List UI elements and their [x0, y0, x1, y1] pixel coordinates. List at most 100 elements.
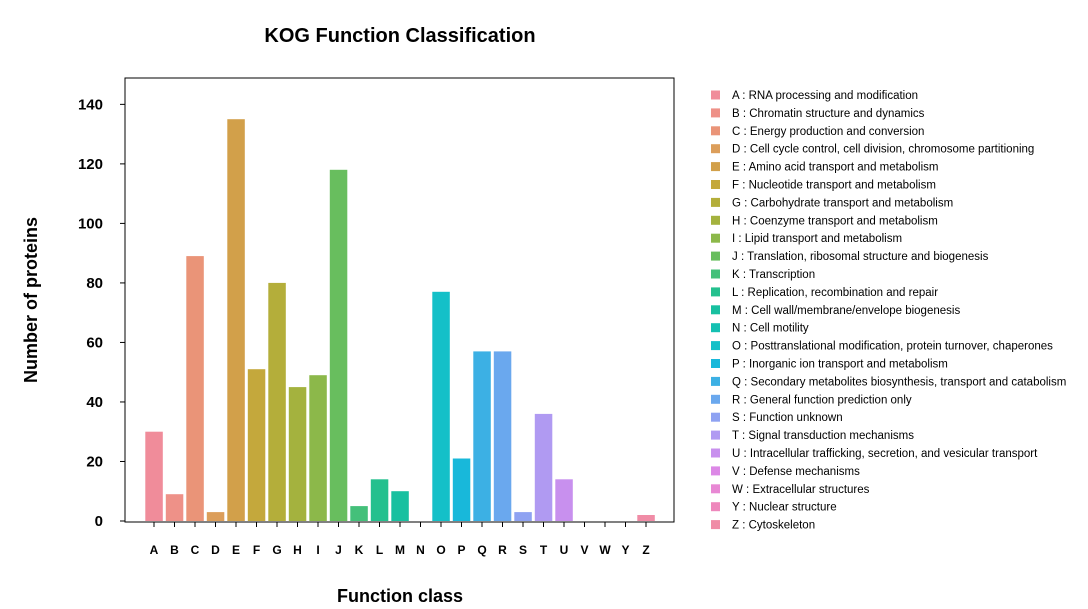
x-tick-label-v: V — [580, 543, 588, 557]
x-tick-label-i: I — [316, 543, 319, 557]
x-tick-label-t: T — [540, 543, 548, 557]
x-tick-label-s: S — [519, 543, 527, 557]
plot-frame — [124, 77, 675, 523]
x-axis-title: Function class — [337, 586, 463, 606]
legend-label: M : Cell wall/membrane/envelope biogenes… — [732, 305, 960, 317]
bar-j — [329, 169, 348, 522]
y-tick-label: 140 — [78, 96, 103, 113]
legend-label: K : Transcription — [732, 269, 815, 281]
legend-label: N : Cell motility — [732, 323, 809, 335]
legend: A : RNA processing and modification B : C… — [711, 90, 1066, 532]
legend-label: J : Translation, ribosomal structure and… — [732, 251, 989, 263]
legend-swatch — [711, 412, 720, 422]
legend-label: G : Carbohydrate transport and metabolis… — [732, 197, 953, 209]
x-tick-label-w: W — [599, 543, 611, 557]
bar-s — [514, 512, 532, 521]
legend-label: Q : Secondary metabolites biosynthesis, … — [732, 376, 1066, 388]
legend-swatch — [711, 466, 720, 476]
chart-title: KOG Function Classification — [264, 25, 535, 47]
legend-label: F : Nucleotide transport and metabolism — [732, 180, 936, 192]
legend-swatch — [711, 520, 720, 530]
x-tick-label-h: H — [293, 543, 302, 557]
legend-label: B : Chromatin structure and dynamics — [732, 108, 925, 120]
bar-l — [370, 479, 389, 521]
bar-i — [309, 375, 327, 521]
bar-m — [391, 491, 409, 521]
legend-swatch — [711, 502, 720, 512]
legend-swatch — [711, 251, 720, 261]
y-axis-title: Number of proteins — [21, 217, 41, 383]
legend-label: V : Defense mechanisms — [732, 466, 860, 478]
bar-q — [473, 351, 491, 521]
legend-label: D : Cell cycle control, cell division, c… — [732, 144, 1034, 156]
legend-label: R : General function prediction only — [732, 394, 912, 406]
x-tick-label-y: Y — [621, 543, 629, 557]
legend-swatch — [711, 233, 720, 243]
x-tick-label-u: U — [560, 543, 569, 557]
legend-label: P : Inorganic ion transport and metaboli… — [732, 359, 948, 371]
bar-r — [493, 351, 512, 521]
bar-e — [227, 119, 245, 521]
legend-label: E : Amino acid transport and metabolism — [732, 162, 938, 174]
x-tick-label-r: R — [498, 543, 507, 557]
x-tick-label-c: C — [191, 543, 200, 557]
legend-swatch — [711, 430, 720, 440]
bar-o — [432, 291, 450, 521]
legend-label: W : Extracellular structures — [732, 484, 870, 496]
legend-swatch — [711, 126, 720, 136]
y-tick-label: 60 — [86, 334, 103, 351]
legend-label: Y : Nuclear structure — [732, 502, 837, 514]
legend-label: I : Lipid transport and metabolism — [732, 233, 902, 245]
x-tick-label-a: A — [150, 543, 159, 557]
bar-k — [350, 506, 368, 521]
bar-u — [555, 479, 573, 521]
bar-p — [452, 458, 471, 521]
legend-swatch — [711, 305, 720, 315]
x-tick-label-z: Z — [642, 543, 649, 557]
bar-t — [534, 413, 553, 521]
y-tick-label: 20 — [86, 453, 103, 470]
legend-swatch — [711, 90, 720, 100]
x-tick-label-b: B — [170, 543, 179, 557]
legend-swatch — [711, 108, 720, 118]
y-tick-label: 0 — [95, 513, 103, 530]
bar-g — [268, 282, 286, 521]
x-tick-label-p: P — [457, 543, 465, 557]
legend-swatch — [711, 323, 720, 333]
x-tick-label-l: L — [376, 543, 383, 557]
y-axis: 0 20 40 60 80 100 120 140 — [78, 96, 125, 530]
x-tick-label-q: Q — [477, 543, 486, 557]
legend-swatch — [711, 269, 720, 279]
y-tick-label: 80 — [86, 275, 103, 292]
legend-swatch — [711, 144, 720, 154]
x-tick-label-j: J — [335, 543, 342, 557]
legend-label: O : Posttranslational modification, prot… — [732, 341, 1053, 353]
legend-label: L : Replication, recombination and repai… — [732, 287, 938, 299]
x-tick-label-e: E — [232, 543, 240, 557]
bar-b — [165, 494, 184, 521]
bar-f — [247, 369, 266, 521]
legend-swatch — [711, 484, 720, 494]
legend-swatch — [711, 448, 720, 458]
y-tick-label: 40 — [86, 394, 103, 411]
bars-group — [145, 119, 655, 522]
legend-swatch — [711, 162, 720, 172]
x-tick-label-d: D — [211, 543, 220, 557]
legend-label: H : Coenzyme transport and metabolism — [732, 215, 938, 227]
legend-swatch — [711, 215, 720, 225]
x-tick-label-o: O — [436, 543, 445, 557]
x-tick-label-f: F — [253, 543, 260, 557]
legend-label: Z : Cytoskeleton — [732, 520, 815, 532]
legend-swatch — [711, 197, 720, 207]
y-tick-label: 120 — [78, 156, 103, 173]
x-tick-label-n: N — [416, 543, 425, 557]
legend-swatch — [711, 287, 720, 297]
legend-swatch — [711, 376, 720, 386]
bar-z — [637, 515, 655, 521]
legend-label: A : RNA processing and modification — [732, 90, 918, 102]
legend-label: T : Signal transduction mechanisms — [732, 430, 914, 442]
x-tick-label-k: K — [355, 543, 364, 557]
bar-a — [145, 431, 163, 521]
